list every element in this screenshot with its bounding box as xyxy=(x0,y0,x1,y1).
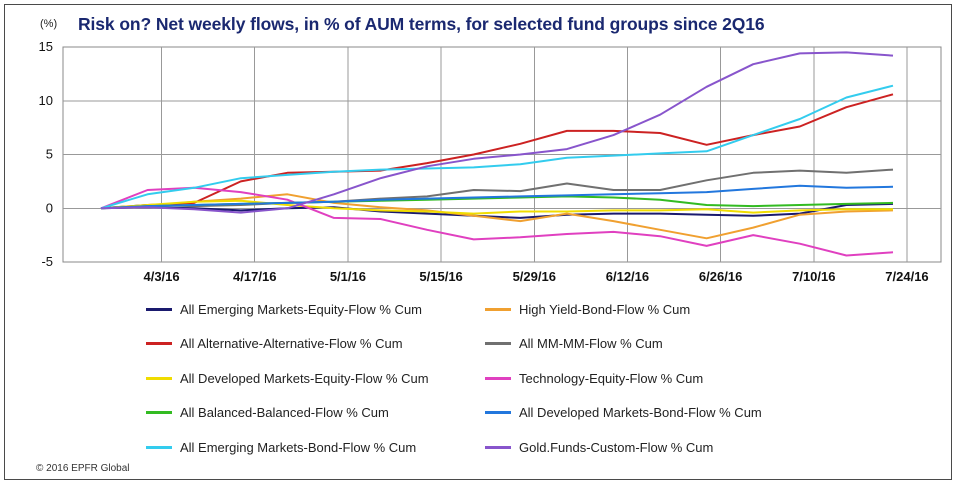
x-tick-label: 7/10/16 xyxy=(792,269,835,284)
series-line xyxy=(100,51,894,214)
y-tick-label: 0 xyxy=(46,200,53,215)
y-tick-label: -5 xyxy=(41,254,53,269)
legend-item: All Emerging Markets-Equity-Flow % Cum xyxy=(146,300,422,318)
copyright-text: © 2016 EPFR Global xyxy=(36,463,130,474)
x-tick-label: 6/26/16 xyxy=(699,269,742,284)
legend-item: High Yield-Bond-Flow % Cum xyxy=(485,300,690,318)
series-line xyxy=(100,93,894,210)
legend-label: All MM-MM-Flow % Cum xyxy=(519,335,663,351)
y-tick-label: 10 xyxy=(39,93,53,108)
legend-item: Technology-Equity-Flow % Cum xyxy=(485,369,703,387)
series-line xyxy=(100,186,894,257)
legend-label: All Developed Markets-Equity-Flow % Cum xyxy=(180,370,429,386)
series-line xyxy=(100,199,893,215)
legend-item: All Balanced-Balanced-Flow % Cum xyxy=(146,403,389,421)
x-axis-ticks: 4/3/16 4/17/16 5/1/16 5/15/16 5/29/16 6/12/16… xyxy=(143,269,928,284)
legend-swatch xyxy=(485,341,511,345)
legend-swatch xyxy=(485,410,511,414)
legend-label: Gold.Funds-Custom-Flow % Cum xyxy=(519,439,714,455)
legend-item: All Developed Markets-Equity-Flow % Cum xyxy=(146,369,429,387)
legend-swatch xyxy=(485,307,511,311)
x-tick-label: 7/24/16 xyxy=(885,269,928,284)
legend-item: All Emerging Markets-Bond-Flow % Cum xyxy=(146,438,416,456)
legend-swatch xyxy=(146,376,172,380)
legend-item: All Alternative-Alternative-Flow % Cum xyxy=(146,334,403,352)
legend-item: All MM-MM-Flow % Cum xyxy=(485,334,663,352)
legend-label: High Yield-Bond-Flow % Cum xyxy=(519,301,691,317)
y-unit-label: (%) xyxy=(40,18,58,30)
series-line xyxy=(100,202,894,219)
y-tick-label: 15 xyxy=(39,39,53,54)
legend-swatch xyxy=(146,307,172,311)
series-line xyxy=(100,193,894,240)
legend-swatch xyxy=(146,445,172,449)
series-lines xyxy=(100,51,894,257)
x-tick-label: 5/29/16 xyxy=(513,269,556,284)
legend-swatch xyxy=(485,445,511,449)
series-line xyxy=(100,168,894,210)
x-tick-label: 5/1/16 xyxy=(330,269,366,284)
legend-label: All Emerging Markets-Equity-Flow % Cum xyxy=(180,301,423,317)
legend-label: All Developed Markets-Bond-Flow % Cum xyxy=(519,404,762,420)
y-tick-label: 5 xyxy=(46,147,53,162)
legend-label: All Alternative-Alternative-Flow % Cum xyxy=(180,335,403,351)
series-line xyxy=(100,184,894,210)
grid-lines xyxy=(63,47,941,262)
legend-label: All Balanced-Balanced-Flow % Cum xyxy=(180,404,389,420)
legend-swatch xyxy=(146,410,172,414)
x-tick-label: 6/12/16 xyxy=(606,269,649,284)
series-line xyxy=(100,84,894,210)
y-axis-ticks: 15 10 5 0 -5 xyxy=(39,39,53,269)
legend-label: Technology-Equity-Flow % Cum xyxy=(519,370,704,386)
x-tick-label: 4/17/16 xyxy=(233,269,276,284)
legend-item: All Developed Markets-Bond-Flow % Cum xyxy=(485,403,762,421)
legend-swatch xyxy=(146,341,172,345)
legend-label: All Emerging Markets-Bond-Flow % Cum xyxy=(180,439,417,455)
chart-title: Risk on? Net weekly flows, in % of AUM t… xyxy=(78,14,765,34)
x-tick-label: 5/15/16 xyxy=(419,269,462,284)
legend-swatch xyxy=(485,376,511,380)
legend-item: Gold.Funds-Custom-Flow % Cum xyxy=(485,438,713,456)
x-tick-label: 4/3/16 xyxy=(143,269,179,284)
